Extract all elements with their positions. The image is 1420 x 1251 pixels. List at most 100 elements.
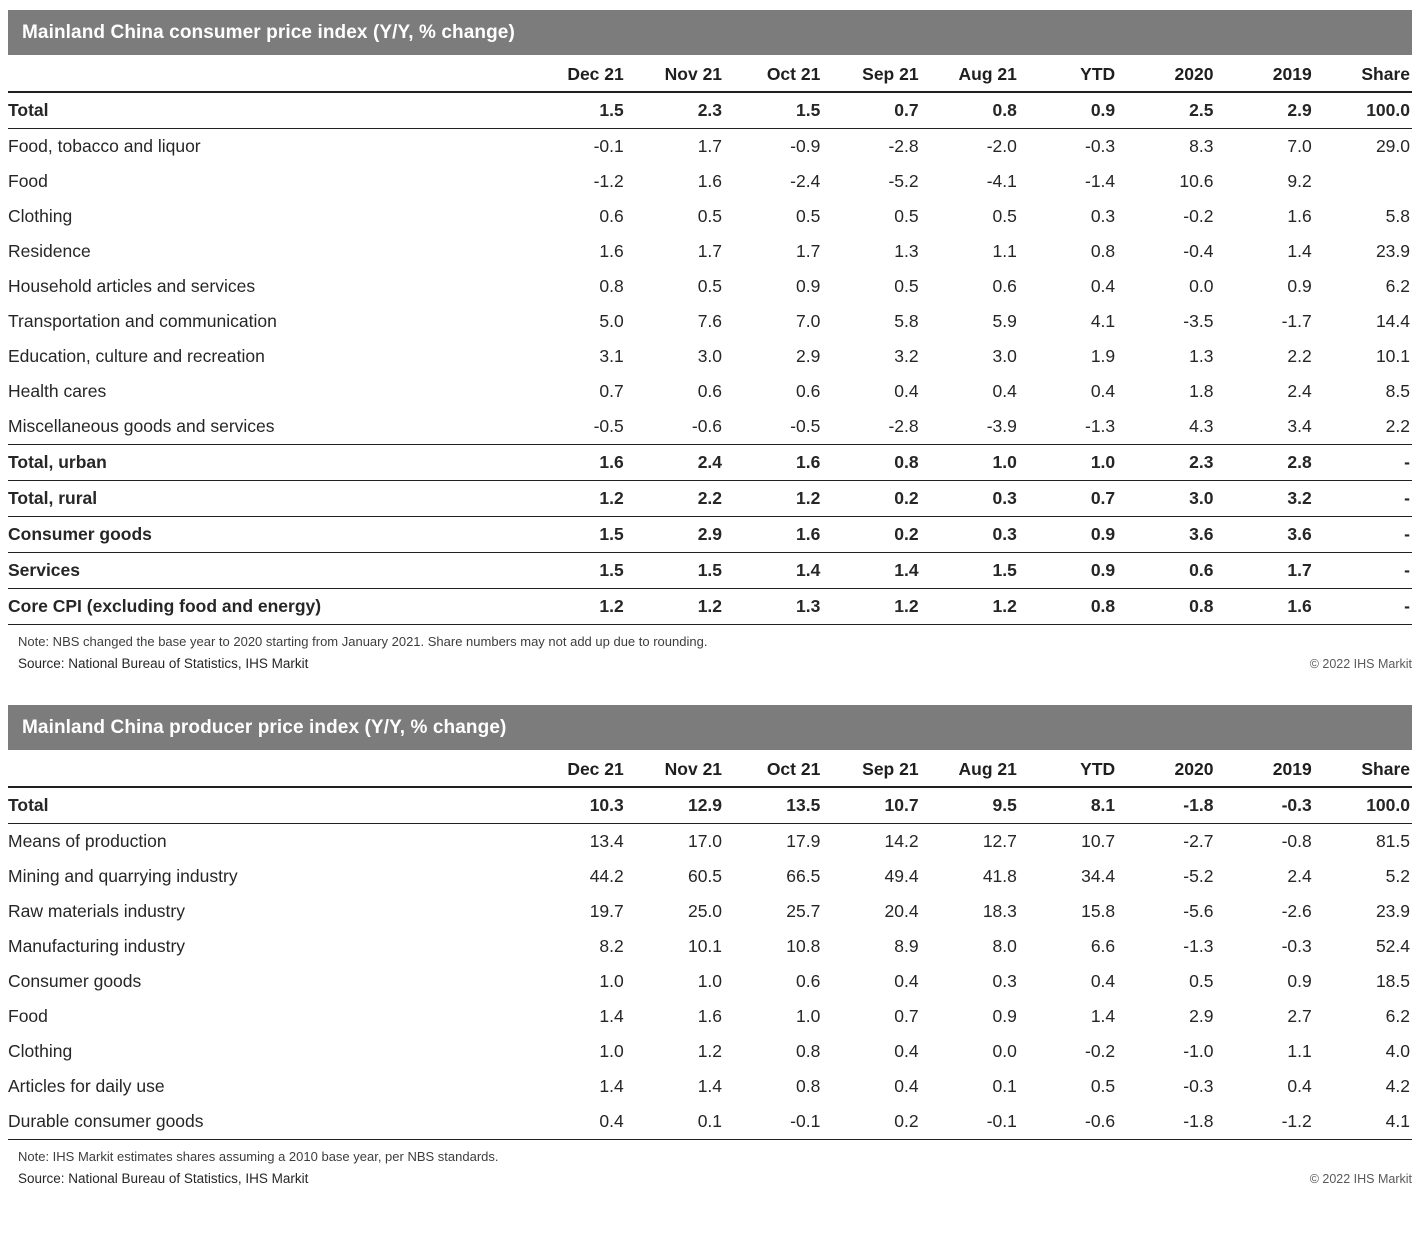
column-header: 2019 [1215,55,1314,93]
ppi-table-body: Total 10.3 12.9 13.5 10.7 9.5 8.1 -1.8 -0.3 100.0… [8,787,1412,1140]
ppi-table-title: Mainland China producer price index (Y/Y… [22,717,507,738]
cell-value: 1.4 [1090,1006,1116,1026]
cell-value: -1.7 [1281,311,1312,331]
cell-value: 0.8 [1090,241,1116,261]
row-label: Food [8,171,48,191]
column-header-label-spacer [8,750,528,788]
cell-value: 4.3 [1117,409,1216,445]
cell-value: 2.9 [1189,1006,1214,1026]
cell-value: 0.4 [894,971,919,991]
table-row: Core CPI (excluding food and energy) 1.2 1… [8,588,1412,625]
cell-value: 1.4 [599,1006,624,1026]
cell-value: 23.9 [1375,241,1410,261]
cell-value: 8.5 [1385,381,1410,401]
row-label: Total [8,787,528,824]
cell-value: 10.3 [527,787,626,824]
cell-value: 2.4 [1287,866,1312,886]
cell-value: 0.8 [795,1041,821,1061]
cell-value: 25.7 [786,901,821,921]
cell-value: -2.8 [822,409,921,445]
row-label: Mining and quarrying industry [8,866,238,886]
cell-value: 52.4 [1375,936,1410,956]
cell-value: -0.2 [1183,206,1214,226]
cell-value: 34.4 [1081,866,1116,886]
table-row: Transportation and communication 5.0 7.6 7.… [8,304,1412,339]
table-row: Total 10.3 12.9 13.5 10.7 9.5 8.1 -1.8 -0.3 100.0 [8,787,1412,824]
cell-value: 0.5 [697,276,723,296]
column-header: Sep 21 [822,55,921,93]
cpi-footer: Note: NBS changed the base year to 2020 … [8,634,1412,671]
cell-value: 0.5 [795,206,821,226]
cell-value: 3.2 [894,346,919,366]
cell-value: -1.3 [1183,936,1214,956]
cell-value: 10.1 [687,936,723,956]
column-header: Share [1313,55,1412,93]
cell-value: 1.5 [625,552,725,589]
cell-value: 1.6 [599,241,624,261]
cell-value: -1.2 [593,171,624,191]
column-header: Aug 21 [920,750,1019,788]
table-row: Consumer goods 1.5 2.9 1.6 0.2 0.3 0.9 3.6 3.6- [8,516,1412,553]
cell-value: 0.3 [920,480,1019,517]
cell-value: 1.4 [724,552,823,589]
row-label: Clothing [8,1041,73,1061]
cell-value: 0.4 [1090,381,1116,401]
cell-value: -0.6 [1018,1104,1118,1140]
cell-value: 1.2 [724,480,823,517]
cell-value: 0.9 [992,1006,1017,1026]
cell-value: 3.1 [599,346,624,366]
table-row: Means of production 13.4 17.0 17.9 14.2 12.7 1… [8,824,1412,860]
cell-value: 0.6 [1117,552,1216,589]
column-header: 2020 [1117,750,1216,788]
cell-value: 13.5 [724,787,823,824]
cell-value: 2.2 [625,480,725,517]
row-label: Residence [8,241,91,261]
cell-value: -3.5 [1183,311,1214,331]
cell-value: -1.8 [1117,1104,1216,1140]
row-label: Education, culture and recreation [8,346,265,366]
cell-value: 4.0 [1385,1041,1410,1061]
cell-value: -2.8 [888,136,919,156]
cell-value: -0.8 [1281,831,1312,851]
column-header: YTD [1018,55,1118,93]
cell-value: 0.6 [599,206,624,226]
cell-value: 1.6 [1287,206,1312,226]
cell-value: 1.2 [527,480,626,517]
cell-value: 1.6 [1215,588,1314,625]
cell-value: -5.6 [1183,901,1214,921]
cell-value: 1.0 [1018,444,1118,481]
cpi-table-title: Mainland China consumer price index (Y/Y… [22,22,515,43]
cell-value: 17.9 [786,831,821,851]
cell-value: 0.4 [894,1041,919,1061]
table-row: Durable consumer goods 0.4 0.1 -0.1 0.2 -0.1-… [8,1104,1412,1140]
cell-value: 6.2 [1385,1006,1410,1026]
cell-value: 0.3 [992,971,1017,991]
cell-value: 0.8 [795,1076,821,1096]
cell-value: 1.5 [527,516,626,553]
cell-value: 17.0 [687,831,723,851]
cell-value: -2.7 [1183,831,1214,851]
row-label: Food [8,1006,48,1026]
row-label: Health cares [8,381,107,401]
row-label: Durable consumer goods [8,1104,528,1140]
cell-value: 1.3 [1189,346,1214,366]
cell-value: 1.0 [599,1041,624,1061]
cell-value: 1.5 [527,92,626,129]
cell-value: 1.1 [1287,1041,1312,1061]
column-header: Nov 21 [625,750,725,788]
cell-value: 0.5 [894,276,919,296]
cell-value: 10.6 [1179,171,1214,191]
cell-value: -1.2 [1215,1104,1314,1140]
cell-value: 13.4 [589,831,624,851]
cell-value: 1.2 [822,588,921,625]
cell-value: 1.2 [920,588,1019,625]
cell-value: 100.0 [1313,92,1412,129]
cell-value: 14.4 [1375,311,1410,331]
cell-value: 0.6 [795,971,821,991]
cell-value: 1.6 [724,516,823,553]
cell-value: -0.1 [724,1104,823,1140]
cell-value: 1.2 [625,588,725,625]
cell-value: -0.3 [1215,787,1314,824]
cell-value: 1.4 [1287,241,1312,261]
cell-value: 2.3 [625,92,725,129]
